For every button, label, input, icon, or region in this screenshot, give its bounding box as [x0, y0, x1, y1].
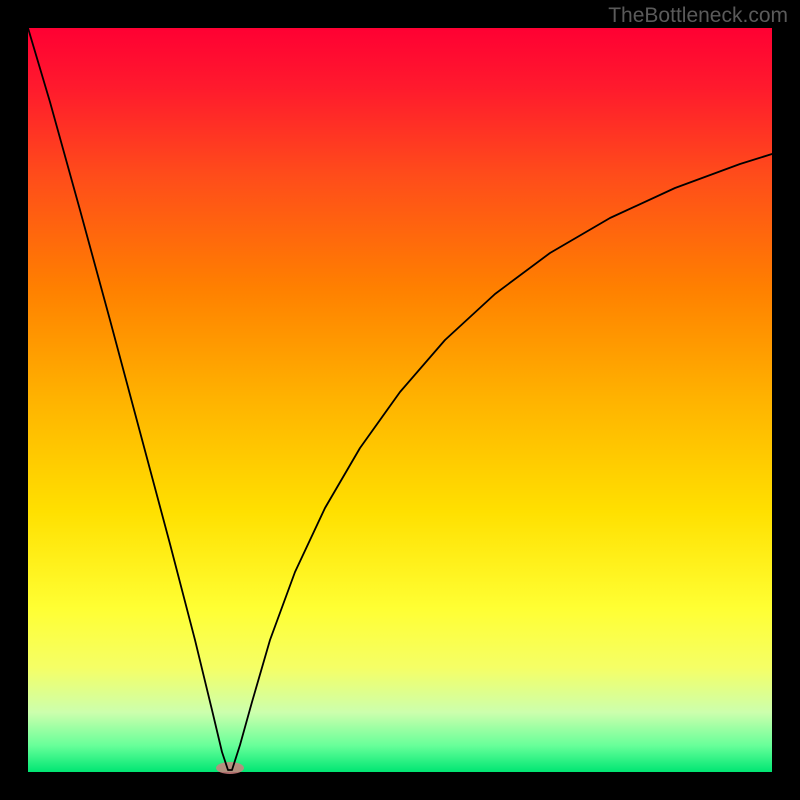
chart-container: TheBottleneck.com — [0, 0, 800, 800]
bottleneck-chart — [0, 0, 800, 800]
vertex-marker — [216, 762, 244, 774]
plot-gradient-background — [28, 28, 772, 772]
watermark-text: TheBottleneck.com — [608, 4, 788, 28]
